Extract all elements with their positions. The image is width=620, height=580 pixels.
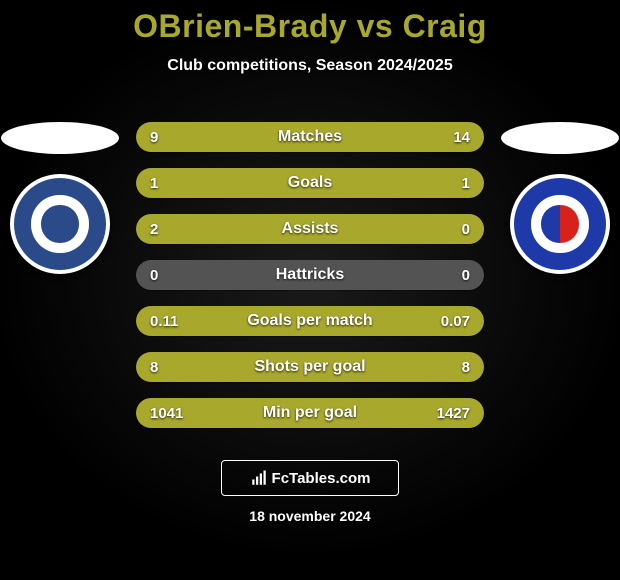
club-badge-left-ring [14, 178, 106, 270]
club-badge-right-ring [514, 178, 606, 270]
brand-label: FcTables.com [272, 470, 371, 487]
stat-row: 10411427Min per goal [136, 398, 484, 428]
stat-value-left: 0.11 [136, 306, 192, 336]
stat-value-right: 0 [448, 214, 484, 244]
stat-row: 20Assists [136, 214, 484, 244]
stat-row: 0.110.07Goals per match [136, 306, 484, 336]
stat-fill-left [136, 214, 484, 244]
stat-value-right: 8 [448, 352, 484, 382]
stat-row: 914Matches [136, 122, 484, 152]
club-badge-left [10, 174, 110, 274]
page-title: OBrien-Brady vs Craig [0, 0, 620, 45]
stat-row-bg [136, 260, 484, 290]
stat-value-right: 1427 [423, 398, 484, 428]
stat-value-left: 1041 [136, 398, 197, 428]
stat-row: 11Goals [136, 168, 484, 198]
stat-value-right: 14 [439, 122, 484, 152]
club-badge-right-mid [531, 195, 588, 252]
club-badge-right-center [541, 205, 578, 242]
stat-value-left: 1 [136, 168, 172, 198]
player-right-oval [501, 122, 619, 154]
stat-value-right: 1 [448, 168, 484, 198]
brand-box[interactable]: FcTables.com [221, 460, 399, 496]
stat-value-left: 8 [136, 352, 172, 382]
club-badge-right [510, 174, 610, 274]
stat-row: 88Shots per goal [136, 352, 484, 382]
stat-value-right: 0.07 [427, 306, 484, 336]
date-label: 18 november 2024 [0, 508, 620, 524]
player-left-oval [1, 122, 119, 154]
stats-container: 914Matches11Goals20Assists00Hattricks0.1… [136, 122, 484, 444]
player-left-side [0, 122, 120, 274]
subtitle: Club competitions, Season 2024/2025 [0, 57, 620, 75]
stat-value-left: 0 [136, 260, 172, 290]
club-badge-left-mid [31, 195, 88, 252]
stat-row: 00Hattricks [136, 260, 484, 290]
stat-value-left: 9 [136, 122, 172, 152]
stat-value-left: 2 [136, 214, 172, 244]
stat-value-right: 0 [448, 260, 484, 290]
chart-icon [250, 469, 268, 487]
club-badge-left-center [41, 205, 78, 242]
player-right-side [500, 122, 620, 274]
